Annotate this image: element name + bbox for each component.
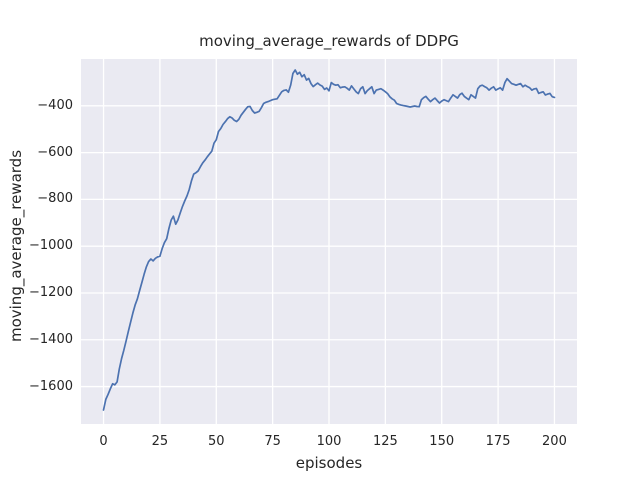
x-tick-label: 50 xyxy=(207,434,225,449)
y-axis-ticks: −400 −600 −800 −1000 −1200 −1400 −1600 xyxy=(0,0,73,480)
y-tick-label: −400 xyxy=(37,97,73,113)
y-tick-label: −1600 xyxy=(29,378,73,394)
y-tick-label: −1000 xyxy=(29,238,73,254)
y-tick-label: −1400 xyxy=(29,331,73,347)
x-tick-label: 125 xyxy=(372,434,398,449)
y-axis-label: moving_average_rewards xyxy=(7,149,25,343)
x-tick-label: 100 xyxy=(316,434,342,449)
x-axis-label: episodes xyxy=(295,454,363,472)
reward-curve xyxy=(102,69,556,411)
x-tick-label: 75 xyxy=(264,434,281,449)
y-tick-label: −800 xyxy=(37,191,73,207)
x-tick-label: 200 xyxy=(542,434,567,449)
x-tick-label: 175 xyxy=(485,434,511,449)
y-tick-label: −1200 xyxy=(29,284,73,300)
x-tick-label: 25 xyxy=(151,434,169,449)
chart-title: moving_average_rewards of DDPG xyxy=(199,32,459,50)
x-tick-label: 0 xyxy=(99,434,108,449)
y-tick-label: −600 xyxy=(37,144,73,160)
x-axis-ticks: 0 25 50 75 100 125 150 175 200 xyxy=(0,434,640,450)
x-tick-label: 150 xyxy=(429,434,455,449)
